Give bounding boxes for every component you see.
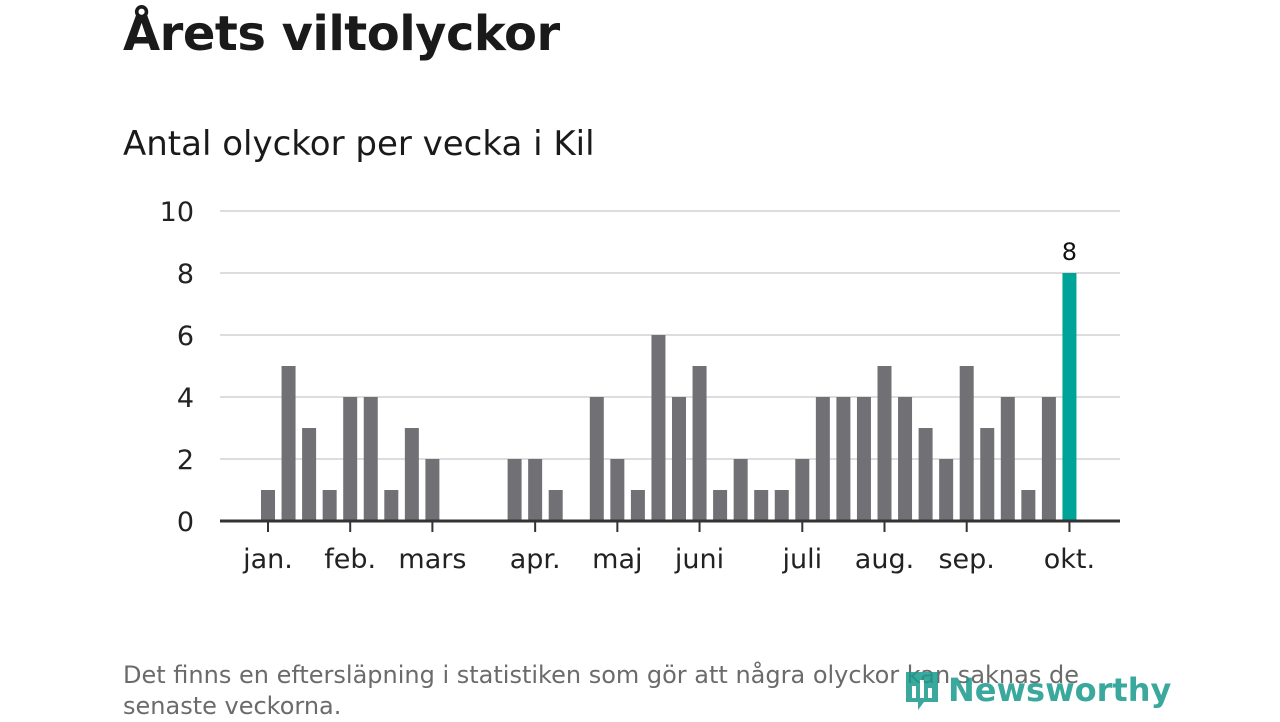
bar <box>1041 397 1056 521</box>
x-tick-label: maj <box>592 544 642 575</box>
y-tick-label: 8 <box>177 259 194 290</box>
bar <box>610 459 625 521</box>
y-tick-label: 4 <box>177 383 194 414</box>
bar <box>528 459 543 521</box>
y-tick-label: 0 <box>177 507 194 538</box>
bar <box>302 428 317 521</box>
x-tick-label: mars <box>398 544 466 575</box>
data-label: 8 <box>1062 238 1077 266</box>
bar <box>651 335 666 521</box>
bar-highlight <box>1062 273 1077 521</box>
bar <box>959 366 974 521</box>
x-tick-label: sep. <box>938 544 994 575</box>
bar <box>1000 397 1015 521</box>
bar <box>980 428 995 521</box>
x-tick-label: aug. <box>855 544 914 575</box>
bar <box>836 397 851 521</box>
bar <box>774 490 789 521</box>
logo-text: Newsworthy <box>948 671 1172 709</box>
bar <box>754 490 769 521</box>
x-tick-label: okt. <box>1044 544 1095 575</box>
x-tick-label: feb. <box>324 544 376 575</box>
x-tick-label: jan. <box>242 544 293 575</box>
bar <box>795 459 810 521</box>
bar <box>692 366 707 521</box>
bar <box>713 490 728 521</box>
bar <box>815 397 830 521</box>
y-tick-label: 6 <box>177 321 194 352</box>
x-tick-label: juni <box>674 544 724 575</box>
logo-icon <box>906 672 938 710</box>
bar <box>322 490 337 521</box>
bar <box>281 366 296 521</box>
bar-chart: 0 2 4 6 8 10 8 jan. feb. mars apr. maj juni juli aug. s… <box>160 197 1120 575</box>
y-tick-label: 10 <box>160 197 194 228</box>
bar <box>630 490 645 521</box>
bar <box>548 490 563 521</box>
bar <box>507 459 522 521</box>
bar <box>672 397 686 521</box>
bar <box>877 366 892 521</box>
x-tick-label: apr. <box>510 544 561 575</box>
bar <box>898 397 913 521</box>
bar <box>856 397 871 521</box>
bar <box>343 397 358 521</box>
bar <box>261 490 275 521</box>
bar <box>939 459 954 521</box>
bar <box>384 490 399 521</box>
y-tick-label: 2 <box>177 445 194 476</box>
bar <box>404 428 419 521</box>
bar <box>733 459 748 521</box>
chart-subtitle: Antal olyckor per vecka i Kil <box>123 124 595 164</box>
bar <box>589 397 604 521</box>
page-title: Årets viltolyckor <box>123 6 560 62</box>
bar <box>425 459 440 521</box>
bar <box>1021 490 1036 521</box>
bar <box>363 397 378 521</box>
newsworthy-logo: Newsworthy <box>902 668 1171 712</box>
x-tick-label: juli <box>781 544 822 575</box>
bar <box>918 428 933 521</box>
